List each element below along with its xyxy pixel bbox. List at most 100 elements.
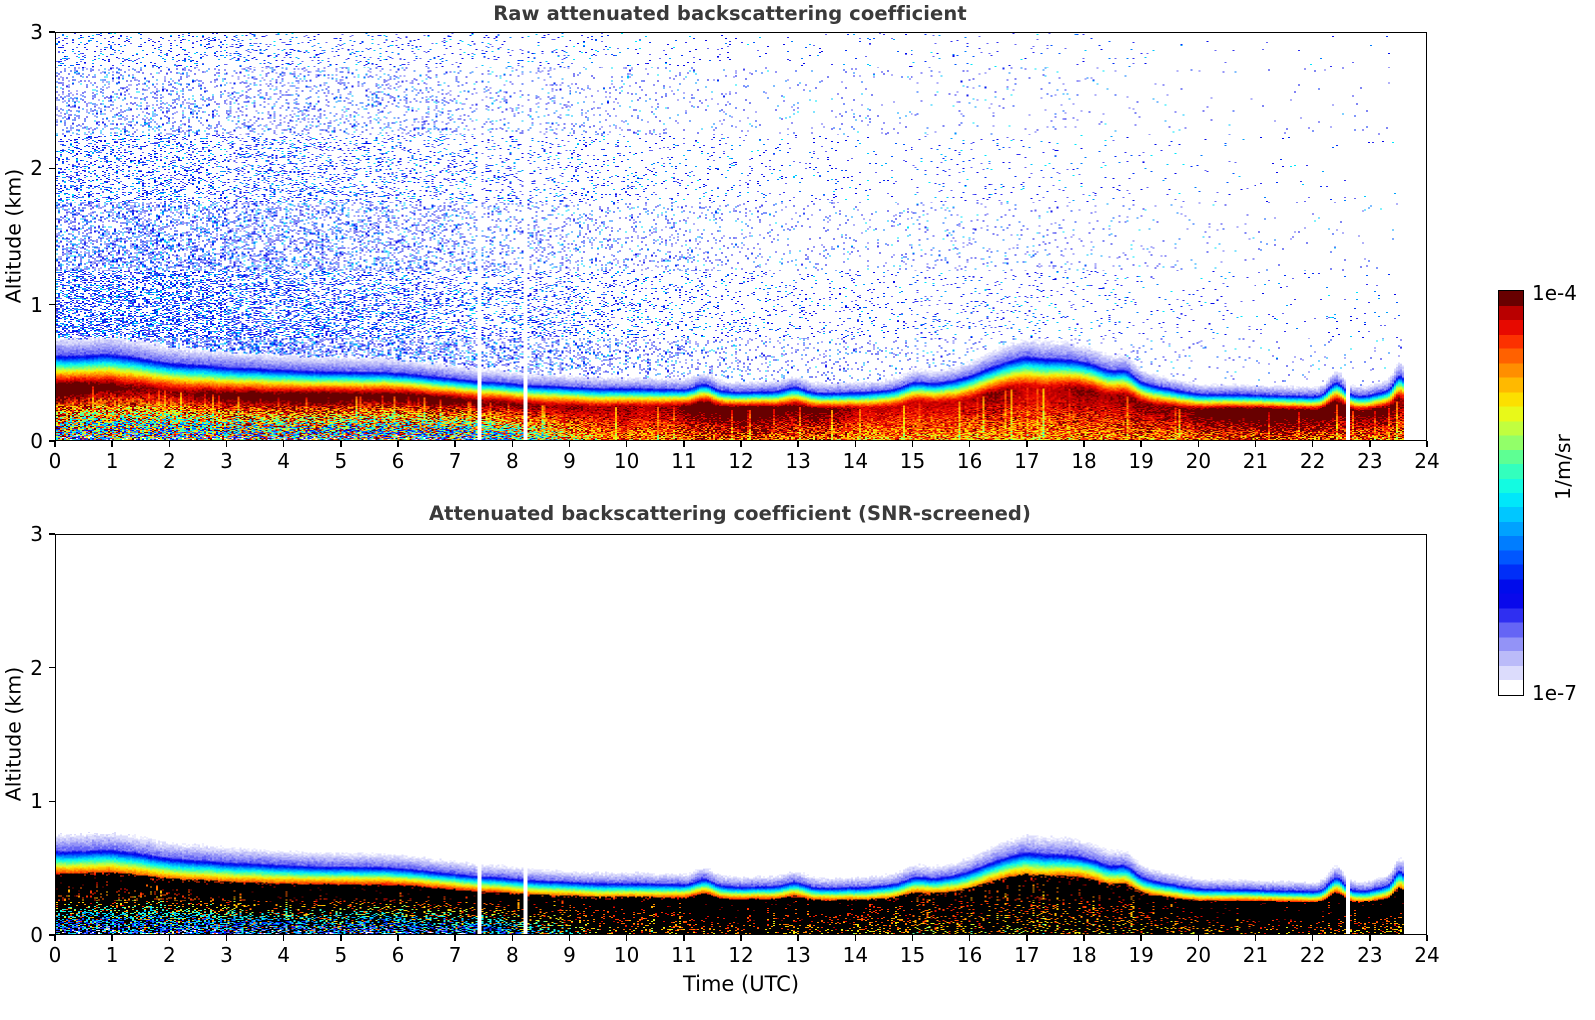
x-tick-label: 8 (505, 943, 519, 967)
x-tick-label: 14 (842, 943, 869, 967)
axes-screened-heatmap (55, 534, 1427, 935)
x-tick (1426, 935, 1428, 941)
x-tick (1254, 935, 1257, 941)
x-tick-label: 2 (162, 449, 176, 473)
y-tick-label: 3 (30, 20, 43, 44)
x-tick-label: 22 (1299, 449, 1326, 473)
x-tick-label: 0 (48, 449, 62, 473)
x-tick-label: 5 (334, 449, 348, 473)
x-tick (683, 935, 685, 941)
x-tick-label: 7 (448, 943, 462, 967)
y-tick (49, 934, 55, 936)
x-tick-label: 5 (334, 943, 348, 967)
x-tick (168, 935, 171, 941)
y-tick (49, 440, 55, 442)
x-tick-label: 24 (1414, 449, 1440, 473)
y-tick (49, 303, 55, 306)
x-tick (568, 441, 571, 447)
x-tick-label: 18 (1071, 449, 1097, 473)
colorbar-group: 1e-4 1e-7 1/m/sr (1440, 0, 1595, 1020)
x-tick (1026, 935, 1028, 941)
x-tick (625, 441, 628, 447)
x-tick (1426, 441, 1428, 447)
x-tick-label: 1 (105, 943, 119, 967)
y-tick-label: 0 (30, 429, 43, 453)
x-tick-label: 11 (671, 943, 697, 967)
y-tick-label: 0 (30, 923, 43, 947)
x-tick (111, 441, 113, 447)
y-tick-label: 3 (30, 522, 43, 546)
x-tick-label: 7 (448, 449, 462, 473)
x-tick (397, 935, 399, 941)
x-tick (454, 935, 456, 941)
x-tick (168, 441, 171, 447)
x-tick-label: 19 (1128, 943, 1154, 967)
x-tick (1197, 441, 1200, 447)
x-tick-label: 15 (899, 943, 926, 967)
x-tick-label: 6 (391, 943, 405, 967)
x-tick (1197, 935, 1200, 941)
x-tick (1254, 441, 1257, 447)
x-tick (282, 935, 285, 941)
x-tick-label: 3 (220, 943, 233, 967)
panel-screened: Attenuated backscattering coefficient (S… (0, 498, 1460, 998)
x-tick-label: 17 (1014, 943, 1040, 967)
x-tick-label: 8 (505, 449, 519, 473)
x-tick-label: 12 (728, 449, 754, 473)
y-tick (49, 666, 55, 669)
y-axis-label: Altitude (km) (1, 666, 25, 801)
x-tick-label: 21 (1242, 449, 1269, 473)
x-tick-label: 10 (613, 449, 640, 473)
x-tick-label: 10 (613, 943, 640, 967)
colorbar-axis-label: 1/m/sr (1551, 434, 1575, 500)
x-tick-label: 17 (1014, 449, 1040, 473)
x-tick-label: 4 (277, 943, 291, 967)
x-tick (968, 441, 971, 447)
x-tick (568, 935, 571, 941)
panel-screened-title: Attenuated backscattering coefficient (S… (428, 502, 1032, 525)
y-tick (49, 31, 55, 33)
y-tick-label: 2 (30, 156, 43, 181)
axes-raw-heatmap (55, 32, 1427, 441)
x-tick (911, 441, 914, 447)
x-tick-label: 21 (1242, 943, 1269, 967)
panel-raw: Raw attenuated backscattering coefficien… (0, 0, 1460, 500)
x-tick (54, 441, 56, 447)
x-tick (740, 441, 742, 447)
x-tick (1140, 935, 1142, 941)
x-tick (740, 935, 742, 941)
x-tick-label: 1 (105, 449, 119, 473)
x-tick (111, 935, 113, 941)
x-tick (511, 935, 514, 941)
x-tick-label: 0 (48, 943, 62, 967)
x-tick-label: 15 (899, 449, 926, 473)
x-tick (1369, 441, 1371, 447)
x-axis-label: Time (UTC) (682, 972, 800, 996)
x-tick (911, 935, 914, 941)
colorbar-min-label: 1e-7 (1532, 681, 1577, 705)
x-tick-label: 18 (1071, 943, 1097, 967)
x-tick-label: 20 (1185, 449, 1212, 473)
x-tick (1083, 441, 1085, 447)
x-tick (397, 441, 399, 447)
panel-raw-title: Raw attenuated backscattering coefficien… (493, 2, 967, 25)
x-tick-label: 22 (1299, 943, 1326, 967)
x-tick (1026, 441, 1028, 447)
x-tick (854, 441, 857, 447)
x-tick (1311, 935, 1314, 941)
x-tick (625, 935, 628, 941)
x-tick-label: 16 (956, 943, 983, 967)
y-tick (49, 167, 55, 170)
x-tick-label: 9 (563, 449, 576, 473)
y-tick-label: 1 (30, 292, 43, 317)
x-tick-label: 14 (842, 449, 869, 473)
y-tick-label: 1 (30, 789, 43, 814)
x-tick-label: 6 (391, 449, 405, 473)
x-tick (1083, 935, 1085, 941)
x-tick (511, 441, 514, 447)
x-tick (454, 441, 456, 447)
x-tick-label: 13 (785, 943, 811, 967)
x-tick (797, 441, 799, 447)
y-axis-label: Altitude (km) (1, 168, 25, 303)
